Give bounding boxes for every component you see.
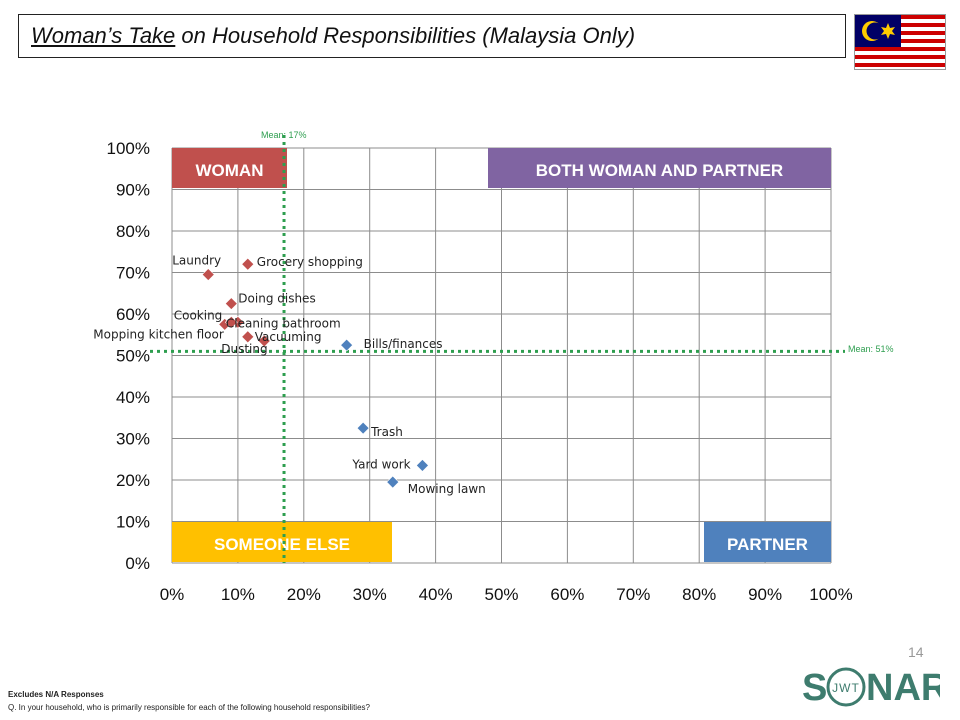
y-tick-label: 60% xyxy=(116,305,150,324)
data-label: Trash xyxy=(370,425,403,439)
x-tick-label: 60% xyxy=(550,585,584,604)
title-rest: on Household Responsibilities (Malaysia … xyxy=(175,23,636,48)
y-tick-label: 80% xyxy=(116,222,150,241)
x-tick-label: 40% xyxy=(419,585,453,604)
x-tick-label: 10% xyxy=(221,585,255,604)
data-points xyxy=(201,257,429,489)
quadrant-partner-text: PARTNER xyxy=(727,535,808,554)
data-point xyxy=(340,338,354,352)
data-point xyxy=(386,475,400,489)
data-point xyxy=(224,315,238,329)
logo-text-left: S xyxy=(802,667,827,709)
x-tick-label: 50% xyxy=(484,585,518,604)
mean-x-label: Mean: 17% xyxy=(261,130,307,140)
y-tick-label: 30% xyxy=(116,430,150,449)
x-tick-label: 70% xyxy=(616,585,650,604)
quadrant-woman-label: WOMAN xyxy=(172,148,287,188)
footnote-exclusion: Excludes N/A Responses xyxy=(8,690,104,699)
logo-ring-text: JWT xyxy=(832,681,860,695)
quadrant-both-label: BOTH WOMAN AND PARTNER xyxy=(488,148,831,188)
data-label: Bills/finances xyxy=(364,337,443,351)
y-tick-label: 70% xyxy=(116,264,150,283)
malaysia-flag-icon xyxy=(854,14,946,70)
title-emphasis: Woman’s Take xyxy=(31,23,176,48)
mean-y-label: Mean: 51% xyxy=(848,344,894,354)
quadrant-woman-text: WOMAN xyxy=(196,161,264,180)
y-tick-label: 0% xyxy=(125,554,150,573)
x-tick-label: 0% xyxy=(160,585,185,604)
quadrant-someone-else-text: SOMEONE ELSE xyxy=(214,535,350,554)
quadrant-partner-label: PARTNER xyxy=(704,522,831,562)
data-point xyxy=(415,459,429,472)
data-label: Cleaning bathroom xyxy=(226,316,341,330)
x-tick-label: 100% xyxy=(809,585,852,604)
data-point xyxy=(224,297,238,311)
data-point xyxy=(257,334,271,348)
quadrant-someone-else-label: SOMEONE ELSE xyxy=(172,522,392,562)
x-axis-ticks: 0% 10% 20% 30% 40% 50% 60% 70% 80% 90% 100% xyxy=(160,585,853,604)
data-point xyxy=(241,330,255,344)
y-tick-label: 100% xyxy=(107,139,150,158)
data-point xyxy=(201,268,215,281)
chart-grid xyxy=(171,147,832,564)
y-tick-label: 40% xyxy=(116,388,150,407)
page-number: 14 xyxy=(908,644,924,660)
x-tick-label: 20% xyxy=(287,585,321,604)
y-tick-label: 50% xyxy=(116,347,150,366)
data-point xyxy=(356,421,370,435)
data-label: Mowing lawn xyxy=(408,482,486,496)
y-tick-label: 10% xyxy=(116,513,150,532)
data-label: Grocery shopping xyxy=(257,255,363,269)
sonar-jwt-logo: S JWT NAR xyxy=(800,662,948,712)
data-label: Cooking xyxy=(174,308,223,322)
data-label: Laundry xyxy=(172,254,221,268)
data-label: Doing dishes xyxy=(238,292,315,306)
x-tick-label: 80% xyxy=(682,585,716,604)
y-axis-ticks: 0% 10% 20% 30% 40% 50% 60% 70% 80% 90% 100% xyxy=(107,139,150,573)
data-labels: Laundry Grocery shopping Doing dishes Cooki… xyxy=(93,254,485,497)
quadrant-both-text: BOTH WOMAN AND PARTNER xyxy=(536,161,783,180)
logo-text-right: NAR xyxy=(866,667,940,709)
x-tick-label: 90% xyxy=(748,585,782,604)
y-tick-label: 90% xyxy=(116,181,150,200)
data-label: Vacuuming xyxy=(255,330,322,344)
data-label: Yard work xyxy=(351,457,410,471)
data-label: Mopping kitchen floor xyxy=(93,327,224,341)
y-tick-label: 20% xyxy=(116,471,150,490)
data-label: Dusting xyxy=(221,342,267,356)
chart-title: Woman’s Take on Household Responsibiliti… xyxy=(18,14,846,58)
data-point xyxy=(241,257,255,271)
x-tick-label: 30% xyxy=(353,585,387,604)
footnote-question: Q. In your household, who is primarily r… xyxy=(8,703,370,712)
